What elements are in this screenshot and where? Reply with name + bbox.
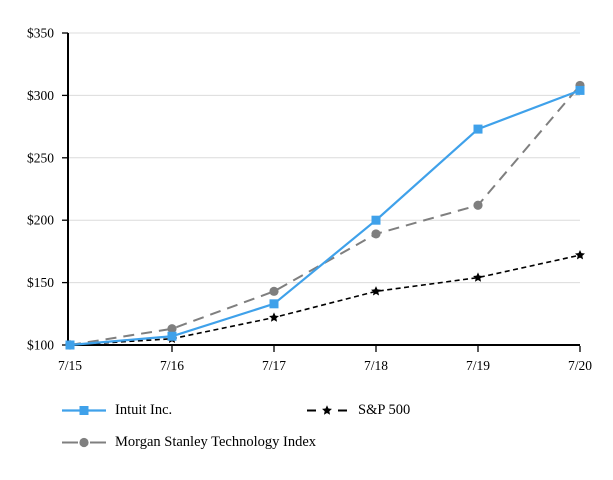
x-axis-tick-label: 7/20 bbox=[568, 358, 592, 373]
y-axis-tick-label: $300 bbox=[27, 88, 54, 103]
x-axis-tick-label: 7/18 bbox=[364, 358, 388, 373]
x-axis-tick-label: 7/17 bbox=[262, 358, 286, 373]
series-morgan-stanley-technology-index bbox=[65, 80, 585, 350]
x-axis-tick-label: 7/16 bbox=[160, 358, 184, 373]
legend-label-intuit: Intuit Inc. bbox=[115, 402, 173, 418]
legend-item-morgan-stanley: Morgan Stanley Technology Index bbox=[62, 435, 316, 450]
y-axis-tick-label: $150 bbox=[27, 275, 54, 290]
chart-plot-area: $100 $150 $200 $250 $300 $350 7/15 7/16 7/17 7/18… bbox=[27, 26, 592, 374]
legend-label-morgan-stanley: Morgan Stanley Technology Index bbox=[115, 434, 317, 450]
legend-label-sp500: S&P 500 bbox=[358, 402, 411, 418]
y-axis-tick-label: $250 bbox=[27, 150, 54, 165]
legend-swatch-intuit-line-square bbox=[62, 406, 106, 415]
legend-swatch-morgan-stanley-dash-circle bbox=[62, 437, 106, 448]
x-axis-tick-label: 7/19 bbox=[466, 358, 490, 373]
legend-swatch-sp500-dash-star bbox=[307, 405, 347, 415]
x-axis-tick-label: 7/15 bbox=[58, 358, 82, 373]
series-intuit-inc- bbox=[65, 85, 585, 350]
legend-item-sp500: S&P 500 bbox=[305, 403, 410, 418]
y-axis-tick-label: $200 bbox=[27, 213, 54, 228]
legend-item-intuit: Intuit Inc. bbox=[62, 403, 172, 418]
y-axis-tick-label: $350 bbox=[27, 26, 54, 41]
y-axis-tick-label: $100 bbox=[27, 338, 54, 353]
